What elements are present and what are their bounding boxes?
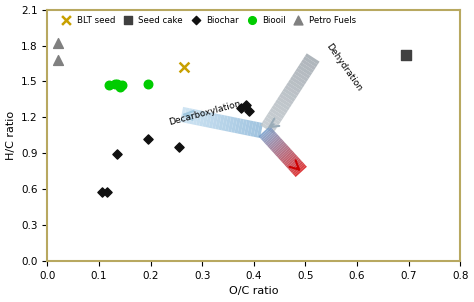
- Biooil: [144, 82, 152, 86]
- Biochar: [242, 102, 250, 107]
- Biochar: [98, 190, 105, 195]
- Y-axis label: H/C ratio: H/C ratio: [6, 111, 16, 160]
- Biooil: [118, 83, 126, 88]
- Legend: BLT seed, Seed cake, Biochar, Biooil, Petro Fuels: BLT seed, Seed cake, Biochar, Biooil, Pe…: [56, 14, 358, 26]
- Biochar: [113, 152, 121, 156]
- Biochar: [175, 145, 183, 150]
- Biochar: [103, 189, 110, 194]
- Text: Decarboxylation: Decarboxylation: [168, 99, 242, 127]
- Biochar: [237, 105, 245, 110]
- Biooil: [113, 82, 121, 86]
- Biochar: [245, 108, 253, 113]
- Biooil: [106, 83, 113, 88]
- Petro Fuels: [54, 57, 62, 62]
- Biochar: [144, 137, 152, 141]
- Text: Dehydration: Dehydration: [324, 42, 364, 93]
- Biooil: [116, 85, 124, 89]
- BLT seed: [181, 65, 188, 69]
- X-axis label: O/C ratio: O/C ratio: [229, 286, 279, 297]
- Biooil: [111, 82, 118, 87]
- Seed cake: [402, 53, 410, 57]
- Petro Fuels: [54, 41, 62, 46]
